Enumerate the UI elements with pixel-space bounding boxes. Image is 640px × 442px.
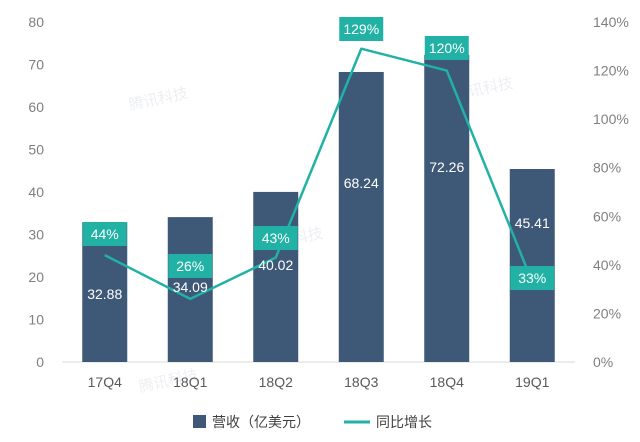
watermark-0: 腾讯科技 [127, 85, 189, 114]
y-left-tick-60: 60 [28, 99, 44, 115]
x-tick-18Q3: 18Q3 [344, 374, 378, 390]
x-tick-19Q1: 19Q1 [515, 374, 549, 390]
y-right-tick-60pct: 60% [593, 208, 621, 224]
bar-18Q4 [424, 54, 470, 363]
growth-label-box-18Q4 [424, 36, 469, 60]
bar-value-label-18Q1: 34.09 [173, 279, 208, 295]
y-left-tick-70: 70 [28, 57, 44, 73]
bar-value-label-17Q4: 32.88 [87, 286, 122, 302]
y-right-tick-140pct: 140% [593, 14, 629, 30]
growth-label-18Q4: 120% [429, 40, 465, 56]
y-right-tick-80pct: 80% [593, 160, 621, 176]
y-right-tick-20pct: 20% [593, 305, 621, 321]
x-tick-18Q4: 18Q4 [430, 374, 464, 390]
growth-label-18Q1: 26% [176, 258, 204, 274]
y-left-tick-30: 30 [28, 227, 44, 243]
y-left-tick-50: 50 [28, 142, 44, 158]
growth-label-box-19Q1 [510, 266, 555, 290]
y-left-tick-0: 0 [36, 354, 44, 370]
y-left-tick-40: 40 [28, 184, 44, 200]
bar-18Q1 [167, 217, 213, 362]
y-right-tick-100pct: 100% [593, 111, 629, 127]
y-right-tick-0pct: 0% [593, 354, 613, 370]
growth-label-box-18Q1 [168, 254, 213, 278]
growth-label-18Q2: 43% [262, 230, 290, 246]
bar-value-label-18Q3: 68.24 [344, 175, 379, 191]
growth-label-19Q1: 33% [518, 270, 546, 286]
growth-label-18Q3: 129% [343, 21, 379, 37]
legend-label-revenue: 营收（亿美元） [212, 414, 310, 430]
bar-19Q1 [509, 169, 555, 362]
bar-value-label-19Q1: 45.41 [515, 215, 550, 231]
x-tick-18Q2: 18Q2 [259, 374, 293, 390]
bar-value-label-18Q4: 72.26 [429, 159, 464, 175]
x-tick-18Q1: 18Q1 [173, 374, 207, 390]
y-right-tick-120pct: 120% [593, 63, 629, 79]
y-left-tick-20: 20 [28, 269, 44, 285]
growth-label-box-17Q4 [82, 222, 127, 246]
growth-label-box-18Q2 [253, 226, 298, 250]
growth-label-17Q4: 44% [91, 226, 119, 242]
legend-swatch-revenue [193, 415, 206, 428]
growth-line [104, 47, 534, 301]
bar-value-label-18Q2: 40.02 [258, 257, 293, 273]
growth-label-box-18Q3 [339, 17, 384, 41]
legend-label-growth: 同比增长 [376, 414, 432, 430]
y-right-tick-40pct: 40% [593, 257, 621, 273]
y-left-tick-80: 80 [28, 14, 44, 30]
y-left-tick-10: 10 [28, 312, 44, 328]
x-tick-17Q4: 17Q4 [88, 374, 122, 390]
bar-18Q3 [338, 71, 384, 362]
